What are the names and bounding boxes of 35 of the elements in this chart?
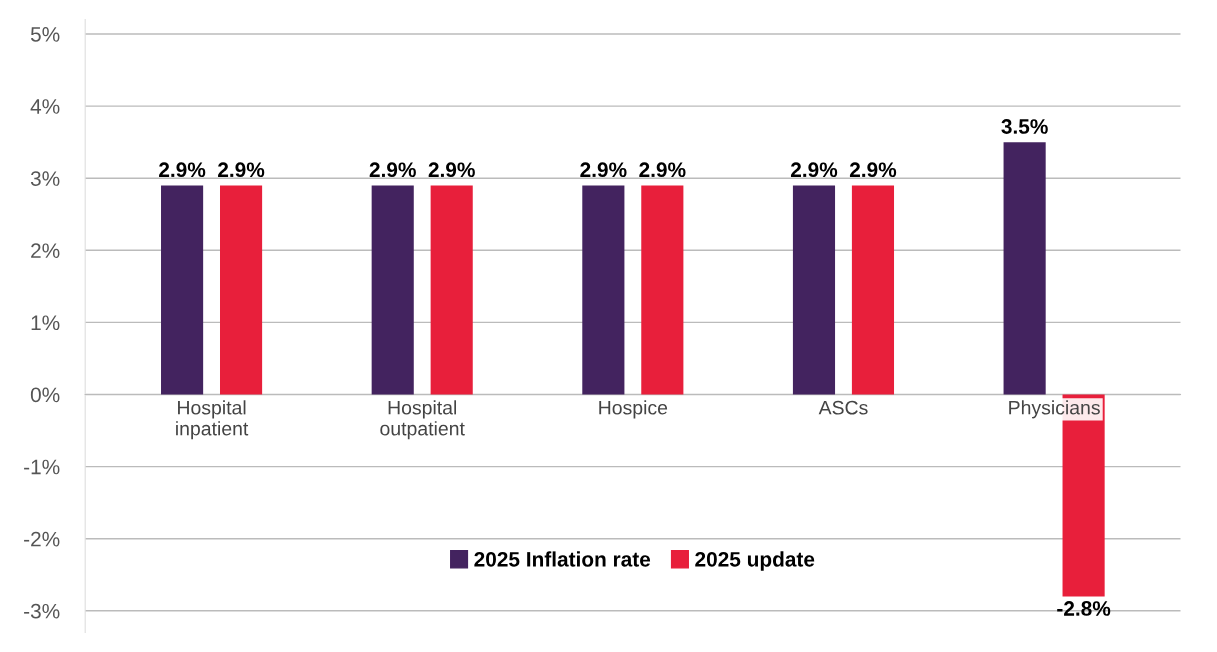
y-tick-label: -2% [24, 531, 60, 547]
y-tick-label: 4% [30, 99, 60, 114]
bar [1003, 142, 1046, 395]
data-label: 2.9% [218, 162, 265, 178]
y-tick-label: 3% [30, 171, 60, 186]
bar [851, 185, 895, 395]
y-tick-label: 0% [30, 387, 60, 403]
data-label: 2.9% [790, 162, 838, 178]
y-tick-label: 5% [30, 27, 60, 42]
bar [792, 185, 836, 395]
data-label: 2.9% [428, 162, 475, 178]
x-tick-label: Hospice [599, 400, 668, 419]
data-label: 2.9% [580, 162, 627, 178]
bar [371, 185, 414, 395]
bar [220, 185, 263, 395]
bar [161, 185, 204, 395]
data-label: -2.8% [1057, 601, 1111, 616]
x-tick-label: Physicians [1009, 400, 1100, 419]
data-label: 3.5% [1001, 119, 1048, 134]
data-label: 2.9% [849, 162, 897, 178]
bar [582, 185, 625, 395]
y-tick-label: 2% [31, 243, 60, 258]
y-tick-label: -1% [24, 459, 60, 475]
x-tick-label: Hospital inpatient [176, 400, 249, 440]
x-tick-label: ASCs [818, 400, 868, 415]
data-label: 2.9% [639, 162, 686, 178]
data-label: 2.9% [369, 162, 416, 178]
bar [430, 185, 473, 395]
data-label: 2.9% [159, 162, 206, 178]
x-tick-label: Hospital outpatient [380, 400, 465, 440]
y-tick-label: -3% [24, 603, 60, 619]
y-tick-label: 1% [31, 315, 60, 331]
legend-label: 2025 Inflation rate [474, 551, 651, 567]
legend-label: 2025 update [695, 551, 815, 571]
bar [641, 185, 684, 395]
